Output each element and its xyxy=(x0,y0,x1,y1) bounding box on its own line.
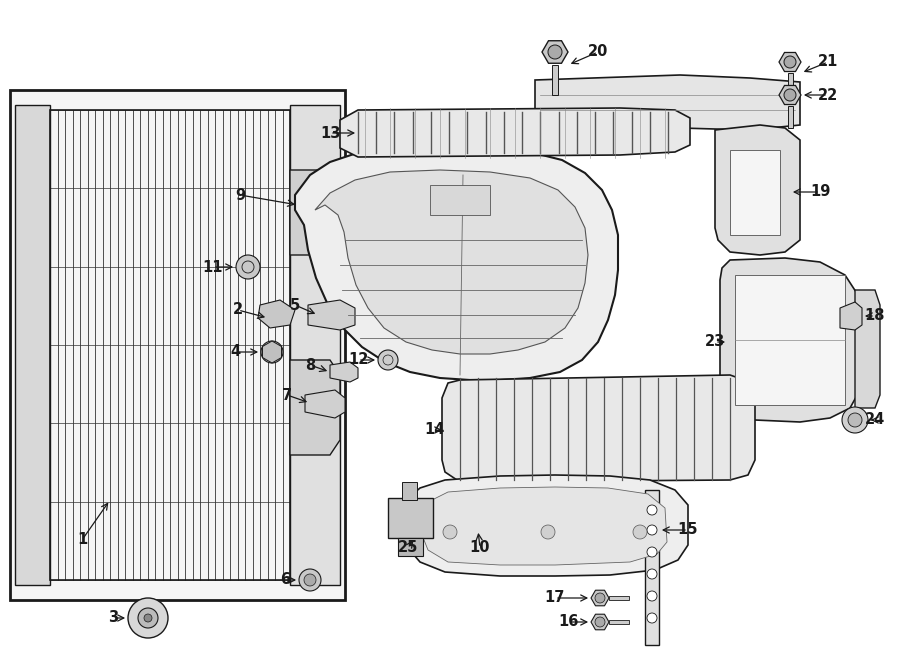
Polygon shape xyxy=(779,85,801,105)
Polygon shape xyxy=(715,125,800,255)
Polygon shape xyxy=(330,362,358,382)
Text: 8: 8 xyxy=(305,357,315,373)
Bar xyxy=(609,596,629,600)
Circle shape xyxy=(261,341,283,363)
Circle shape xyxy=(784,89,796,101)
Text: 17: 17 xyxy=(544,591,565,606)
Bar xyxy=(430,185,490,215)
Circle shape xyxy=(647,569,657,579)
Text: 9: 9 xyxy=(235,187,245,203)
Circle shape xyxy=(236,255,260,279)
Text: 2: 2 xyxy=(233,303,243,318)
Text: 5: 5 xyxy=(290,297,300,312)
Bar xyxy=(735,275,845,405)
Circle shape xyxy=(128,598,168,638)
Circle shape xyxy=(647,613,657,623)
Text: 12: 12 xyxy=(347,352,368,367)
Bar xyxy=(730,150,780,235)
Text: 23: 23 xyxy=(705,334,725,350)
Circle shape xyxy=(443,525,457,539)
Text: 16: 16 xyxy=(558,614,578,630)
Polygon shape xyxy=(591,614,609,630)
Text: 25: 25 xyxy=(398,540,418,555)
Polygon shape xyxy=(779,52,801,71)
Text: 15: 15 xyxy=(678,522,698,538)
Bar xyxy=(645,490,659,645)
Text: 18: 18 xyxy=(865,308,886,324)
Text: 3: 3 xyxy=(108,610,118,626)
Circle shape xyxy=(595,593,605,603)
Bar xyxy=(50,110,290,580)
Circle shape xyxy=(378,350,398,370)
Bar xyxy=(788,73,793,95)
Polygon shape xyxy=(855,290,880,408)
Circle shape xyxy=(548,45,562,59)
Polygon shape xyxy=(290,360,340,455)
Polygon shape xyxy=(290,105,340,585)
Polygon shape xyxy=(315,170,588,354)
Text: 19: 19 xyxy=(810,185,830,199)
Circle shape xyxy=(848,413,862,427)
Polygon shape xyxy=(720,258,860,422)
Circle shape xyxy=(647,505,657,515)
Text: 10: 10 xyxy=(470,540,490,555)
Circle shape xyxy=(144,614,152,622)
Polygon shape xyxy=(263,341,282,363)
Polygon shape xyxy=(840,302,862,330)
Text: 7: 7 xyxy=(282,387,292,402)
Circle shape xyxy=(595,617,605,627)
Polygon shape xyxy=(290,170,340,255)
Circle shape xyxy=(138,608,158,628)
Polygon shape xyxy=(340,108,690,157)
Text: 11: 11 xyxy=(202,260,223,275)
Circle shape xyxy=(304,574,316,586)
Polygon shape xyxy=(305,390,345,418)
Text: 6: 6 xyxy=(280,573,290,587)
Bar xyxy=(398,538,423,556)
Circle shape xyxy=(784,56,796,68)
Circle shape xyxy=(633,525,647,539)
Bar xyxy=(788,106,793,128)
Circle shape xyxy=(647,591,657,601)
Polygon shape xyxy=(535,75,800,130)
Polygon shape xyxy=(591,591,609,606)
Text: 20: 20 xyxy=(588,44,608,60)
Text: 24: 24 xyxy=(865,412,885,428)
Polygon shape xyxy=(442,375,755,482)
Text: 1: 1 xyxy=(76,532,87,547)
Polygon shape xyxy=(295,147,618,380)
Polygon shape xyxy=(15,105,50,585)
Polygon shape xyxy=(422,487,667,565)
Bar xyxy=(388,498,433,538)
Bar xyxy=(552,65,558,95)
Circle shape xyxy=(541,525,555,539)
Polygon shape xyxy=(408,475,688,576)
Circle shape xyxy=(299,569,321,591)
Polygon shape xyxy=(308,300,355,330)
Polygon shape xyxy=(10,90,345,600)
Text: 4: 4 xyxy=(230,344,240,359)
Text: 21: 21 xyxy=(818,54,838,70)
Bar xyxy=(609,620,629,624)
Circle shape xyxy=(647,547,657,557)
Polygon shape xyxy=(258,300,295,328)
Text: 13: 13 xyxy=(320,126,340,140)
Text: 14: 14 xyxy=(425,422,446,438)
Circle shape xyxy=(842,407,868,433)
Text: 22: 22 xyxy=(818,87,838,103)
Polygon shape xyxy=(542,41,568,64)
Circle shape xyxy=(647,525,657,535)
Bar xyxy=(402,482,417,500)
